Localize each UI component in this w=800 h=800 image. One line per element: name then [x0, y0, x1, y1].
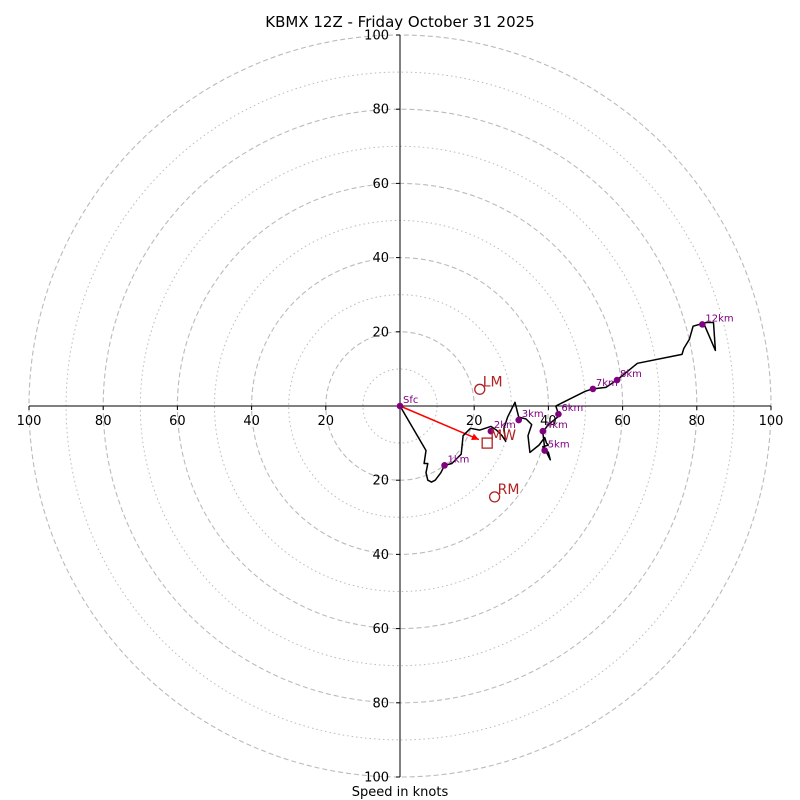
height-marker-label: 6km	[561, 403, 583, 414]
mean-wind-marker	[481, 437, 493, 449]
storm-motion-markers: LM RM MW	[474, 374, 520, 503]
x-tick-label: 60	[169, 414, 186, 429]
storm-motion-marker	[474, 383, 486, 395]
height-marker-label: 4km	[546, 420, 568, 431]
height-marker-dot	[589, 385, 597, 393]
x-tick-label: 60	[614, 414, 631, 429]
height-marker-label: 3km	[522, 409, 544, 420]
y-tick-label: 60	[372, 622, 389, 637]
height-marker-dot	[699, 321, 706, 328]
x-axis-label: Speed in knots	[352, 785, 449, 800]
chart-title: KBMX 12Z - Friday October 31 2025	[265, 13, 534, 31]
height-marker-label: 2km	[494, 420, 516, 431]
storm-motion-label: MW	[490, 428, 516, 444]
shear-vector-arrowhead	[471, 433, 479, 441]
x-tick-label: 20	[318, 414, 335, 429]
x-tick-label: 40	[540, 414, 557, 429]
height-marker-dot	[487, 427, 495, 435]
y-tick-label: 100	[364, 29, 389, 44]
height-marker-dot	[613, 376, 621, 384]
x-tick-label: 20	[466, 414, 483, 429]
height-marker-label: 5km	[548, 440, 570, 451]
y-tick-label: 40	[372, 548, 389, 563]
y-tick-label: 80	[372, 696, 389, 711]
height-marker-label: 1km	[448, 454, 470, 465]
storm-motion-label: LM	[483, 374, 503, 390]
x-tick-label: 100	[759, 414, 784, 429]
height-marker-dot	[515, 416, 523, 424]
height-marker-dot	[396, 402, 404, 410]
y-tick-label: 20	[372, 325, 389, 340]
storm-motion-label: RM	[498, 482, 520, 498]
height-marker-label: 8km	[620, 369, 642, 380]
height-marker-dot	[541, 447, 548, 454]
x-tick-label: 100	[17, 414, 42, 429]
x-tick-label: 80	[689, 414, 706, 429]
y-tick-label: 40	[372, 251, 389, 266]
height-marker-label: 12km	[705, 313, 733, 324]
y-tick-label: 60	[372, 177, 389, 192]
height-marker-dot	[555, 410, 562, 418]
y-tick-label: 80	[372, 103, 389, 118]
storm-motion-marker	[488, 491, 501, 503]
height-marker-label: Sfc	[403, 395, 418, 406]
axis-ticks: 100 80 60 40 20 20 40 60 80 100 100 80 60 40 20 20 40 60 8…	[17, 29, 784, 786]
y-tick-label: 20	[372, 474, 389, 489]
height-marker-dot	[539, 427, 547, 435]
height-marker-label: 7km	[596, 378, 618, 389]
y-tick-label: 100	[364, 771, 389, 786]
x-tick-label: 80	[95, 414, 112, 429]
height-marker-dot	[441, 462, 448, 469]
x-tick-label: 40	[243, 414, 260, 429]
